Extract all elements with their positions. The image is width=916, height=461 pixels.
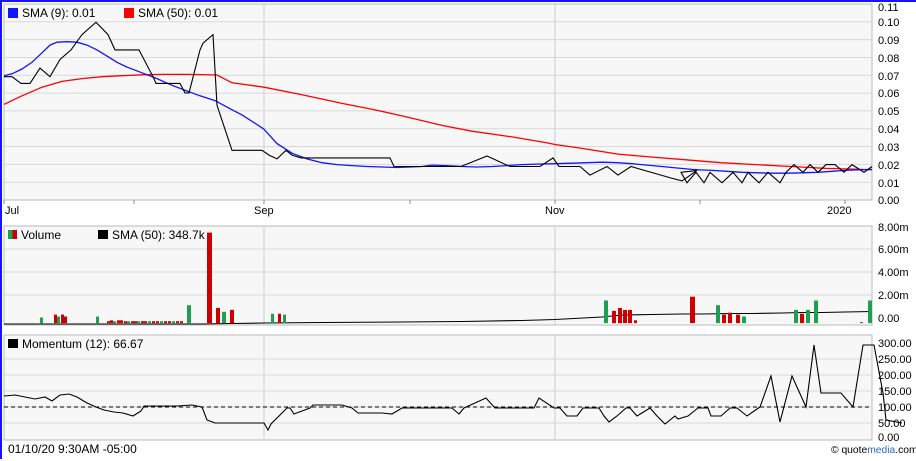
svg-text:0.05: 0.05 (878, 106, 899, 118)
svg-text:2.00m: 2.00m (878, 290, 909, 302)
svg-text:4.00m: 4.00m (878, 267, 909, 279)
svg-text:© quotemedia.com: © quotemedia.com (831, 445, 916, 456)
svg-text:0.03: 0.03 (878, 142, 899, 154)
svg-text:Nov: Nov (545, 205, 565, 217)
svg-text:0.00: 0.00 (878, 432, 899, 444)
svg-text:SMA (50): 348.7k: SMA (50): 348.7k (112, 228, 206, 242)
svg-text:300.00: 300.00 (878, 338, 912, 350)
svg-text:Volume: Volume (21, 228, 61, 242)
svg-text:0.11: 0.11 (878, 2, 899, 14)
svg-text:0.01: 0.01 (878, 178, 899, 190)
svg-text:0.00: 0.00 (878, 313, 899, 325)
svg-text:Jul: Jul (5, 205, 19, 217)
svg-text:50.00: 50.00 (878, 418, 906, 430)
svg-text:0.10: 0.10 (878, 17, 899, 29)
svg-text:Momentum (12): 66.67: Momentum (12): 66.67 (22, 337, 144, 351)
svg-text:0.06: 0.06 (878, 88, 899, 100)
svg-text:SMA (50): 0.01: SMA (50): 0.01 (138, 6, 218, 20)
svg-text:0.08: 0.08 (878, 53, 899, 65)
svg-text:0.04: 0.04 (878, 124, 899, 136)
svg-text:Sep: Sep (254, 205, 274, 217)
svg-text:6.00m: 6.00m (878, 244, 909, 256)
svg-text:250.00: 250.00 (878, 354, 912, 366)
svg-text:0.02: 0.02 (878, 160, 899, 172)
svg-text:2020: 2020 (827, 205, 851, 217)
svg-text:0.07: 0.07 (878, 71, 899, 83)
svg-text:100.00: 100.00 (878, 402, 912, 414)
svg-text:200.00: 200.00 (878, 370, 912, 382)
svg-text:8.00m: 8.00m (878, 222, 909, 234)
svg-text:0.09: 0.09 (878, 35, 899, 47)
svg-text:0.00: 0.00 (878, 195, 899, 207)
svg-text:01/10/20 9:30AM -05:00: 01/10/20 9:30AM -05:00 (8, 442, 137, 456)
svg-text:SMA (9): 0.01: SMA (9): 0.01 (22, 6, 96, 20)
